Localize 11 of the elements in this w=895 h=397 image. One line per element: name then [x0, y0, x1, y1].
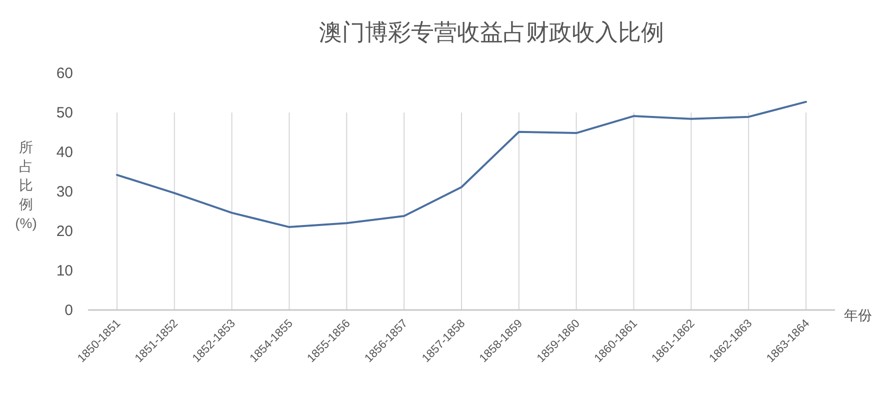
y-tick-label: 0	[64, 302, 73, 319]
y-tick-label: 50	[56, 104, 73, 122]
y-axis-title: 所占比例(%)	[15, 139, 37, 231]
y-tick-label: 60	[56, 65, 73, 82]
chart-title: 澳门博彩专营收益占财政收入比例	[319, 19, 664, 45]
y-tick-label: 40	[56, 144, 73, 161]
y-tick-label: 30	[56, 184, 73, 200]
x-axis-title: 年份	[844, 307, 872, 323]
y-tick-label: 20	[56, 223, 73, 240]
y-tick-label: 10	[56, 262, 73, 280]
line-series	[116, 100, 807, 228]
